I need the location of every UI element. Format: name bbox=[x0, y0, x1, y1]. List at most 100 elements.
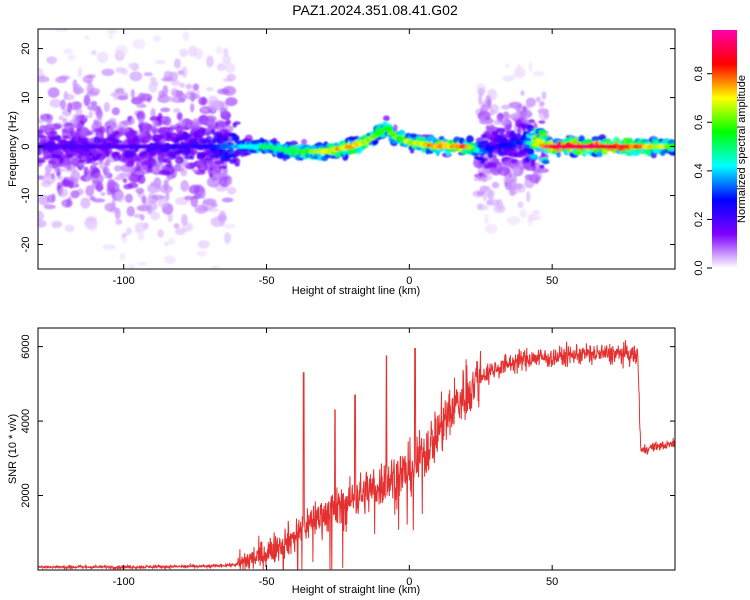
spectrogram-cell bbox=[73, 101, 83, 110]
spectrogram-cell bbox=[169, 124, 177, 130]
spectrogram-cell bbox=[38, 175, 44, 180]
spectrogram-x-ticks: -100 -50 0 50 bbox=[113, 29, 558, 287]
spectrogram-cell bbox=[215, 46, 223, 55]
spectrogram-cell bbox=[541, 91, 547, 100]
spectrogram-cell bbox=[67, 54, 76, 61]
spectrogram-cell bbox=[538, 109, 549, 121]
spectrogram-cell bbox=[53, 154, 61, 158]
spectrogram-cell bbox=[184, 155, 193, 160]
spectrogram-cell bbox=[85, 185, 95, 197]
spectrogram-cell bbox=[486, 190, 494, 199]
spectrogram-cell bbox=[147, 158, 153, 163]
spectrogram-cell bbox=[193, 194, 203, 200]
spectrogram-cell bbox=[409, 133, 418, 139]
spectrogram-cell bbox=[519, 113, 524, 118]
spectrogram-cell bbox=[190, 103, 195, 113]
spectrogram-y-axis-label: Frequency (Hz) bbox=[7, 111, 19, 187]
spectrogram-cell bbox=[42, 151, 52, 157]
spectrogram-cell bbox=[511, 112, 521, 119]
snr-x-ticks: -100 -50 0 50 bbox=[113, 328, 558, 588]
spectrogram-cell bbox=[504, 159, 513, 166]
spectrogram-cell bbox=[202, 149, 210, 156]
spectrogram-cell bbox=[147, 183, 161, 194]
spectrogram-cell bbox=[169, 71, 179, 82]
spectrogram-cell bbox=[502, 111, 510, 121]
spectrogram-cell bbox=[81, 166, 88, 170]
spectrogram-cell bbox=[142, 164, 148, 170]
spectrogram-cell bbox=[51, 222, 59, 229]
spectrogram-cell bbox=[181, 214, 188, 226]
x-tick-label: -50 bbox=[259, 275, 275, 287]
spectrogram-cell bbox=[174, 228, 186, 236]
spectrogram-cell bbox=[156, 166, 161, 170]
y-tick-label: 4000 bbox=[20, 409, 32, 433]
spectrogram-cell bbox=[170, 88, 177, 97]
spectrogram-cell bbox=[333, 142, 339, 147]
spectrogram-cell bbox=[392, 124, 398, 132]
spectrogram-cell bbox=[221, 197, 234, 203]
spectrogram-cell bbox=[80, 197, 91, 209]
spectrogram-cell bbox=[72, 157, 81, 165]
spectrogram-cell bbox=[85, 174, 91, 182]
snr-x-axis-label: Height of straight line (km) bbox=[292, 584, 420, 596]
spectrogram-cell bbox=[219, 176, 230, 188]
spectrogram-cell bbox=[163, 255, 176, 265]
spectrogram-cell bbox=[189, 148, 198, 155]
spectrogram-cell bbox=[184, 195, 194, 201]
spectrogram-cell bbox=[197, 240, 210, 249]
spectrogram-cell bbox=[115, 44, 128, 57]
spectrogram-cell bbox=[97, 115, 102, 124]
spectrogram-cell bbox=[158, 134, 164, 138]
spectrogram-cell bbox=[196, 250, 207, 257]
spectrogram-cell bbox=[46, 194, 55, 204]
spectrogram-cell bbox=[513, 66, 527, 79]
spectrogram-cell bbox=[487, 150, 494, 159]
spectrogram-cell bbox=[488, 124, 495, 132]
spectrogram-cell bbox=[115, 191, 125, 203]
spectrogram-cell bbox=[73, 83, 82, 95]
spectrogram-cell bbox=[200, 187, 206, 199]
spectrogram-cell bbox=[193, 48, 203, 60]
spectrogram-cell bbox=[482, 157, 488, 162]
spectrogram-cell bbox=[100, 192, 106, 196]
spectrogram-cell bbox=[186, 295, 192, 303]
spectrogram-cell bbox=[154, 161, 164, 166]
x-tick-label: -100 bbox=[113, 275, 135, 287]
spectrogram-cell bbox=[38, 159, 46, 163]
spectrogram-cell bbox=[222, 23, 233, 28]
spectrogram-cell bbox=[131, 117, 136, 125]
x-tick-label: 50 bbox=[546, 576, 558, 588]
spectrogram-cell bbox=[58, 75, 71, 80]
spectrogram-cell bbox=[524, 156, 531, 163]
spectrogram-cell bbox=[497, 166, 510, 176]
spectrogram-cell bbox=[410, 150, 415, 154]
spectrogram-cell bbox=[535, 96, 541, 103]
spectrogram-cell bbox=[77, 66, 83, 78]
spectrogram-cell bbox=[127, 183, 134, 189]
spectrogram-cell bbox=[46, 56, 58, 65]
spectrogram-cell bbox=[86, 83, 94, 95]
spectrogram-cell bbox=[122, 237, 128, 244]
spectrogram-cell bbox=[143, 72, 153, 77]
spectrogram-cell bbox=[181, 66, 188, 78]
spectrogram-cell bbox=[123, 159, 128, 164]
spectrogram-cell bbox=[509, 74, 516, 80]
spectrogram-cell bbox=[86, 74, 96, 79]
spectrogram-cell bbox=[517, 201, 524, 209]
spectrogram-cell bbox=[101, 68, 115, 77]
spectrogram-cell bbox=[104, 148, 113, 154]
spectrogram-cell bbox=[87, 105, 101, 111]
spectrogram-cell bbox=[49, 98, 62, 108]
spectrogram-cell bbox=[92, 161, 100, 166]
spectrogram-cell bbox=[493, 204, 506, 214]
spectrogram-cell bbox=[227, 186, 237, 195]
spectrogram-cell bbox=[207, 100, 220, 111]
spectrogram-cell bbox=[491, 158, 500, 162]
spectrogram-cell bbox=[84, 115, 90, 119]
spectrogram-cell bbox=[136, 261, 148, 266]
spectrogram-cell bbox=[125, 227, 132, 236]
spectrogram-cell bbox=[43, 204, 56, 210]
spectrogram-cell bbox=[130, 88, 135, 99]
